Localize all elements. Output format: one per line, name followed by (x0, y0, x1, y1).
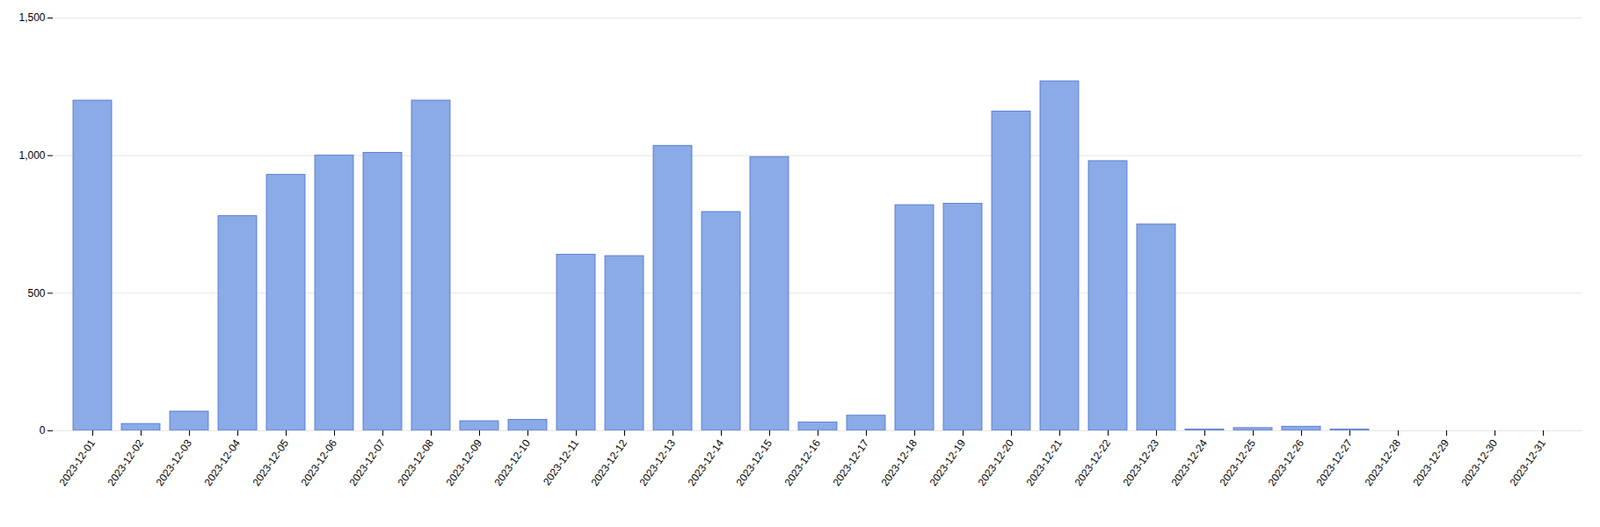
svg-text:2023-12-27: 2023-12-27 (1313, 436, 1355, 489)
svg-text:2023-12-31: 2023-12-31 (1506, 436, 1549, 489)
svg-text:0: 0 (39, 424, 46, 437)
svg-text:2023-12-11: 2023-12-11 (540, 436, 582, 488)
svg-text:2023-12-04: 2023-12-04 (201, 436, 243, 489)
svg-text:2023-12-14: 2023-12-14 (684, 436, 727, 489)
svg-text:2023-12-20: 2023-12-20 (974, 436, 1017, 489)
svg-text:2023-12-16: 2023-12-16 (781, 436, 823, 489)
svg-text:2023-12-09: 2023-12-09 (443, 436, 485, 489)
svg-text:2023-12-17: 2023-12-17 (829, 436, 872, 489)
svg-text:2023-12-28: 2023-12-28 (1361, 436, 1404, 489)
svg-text:2023-12-18: 2023-12-18 (878, 436, 920, 489)
svg-text:2023-12-21: 2023-12-21 (1023, 436, 1065, 489)
svg-text:1,000: 1,000 (18, 149, 45, 162)
svg-text:2023-12-24: 2023-12-24 (1168, 436, 1210, 489)
svg-text:2023-12-25: 2023-12-25 (1216, 436, 1259, 489)
svg-text:2023-12-10: 2023-12-10 (491, 436, 533, 489)
svg-text:2023-12-26: 2023-12-26 (1265, 436, 1307, 489)
svg-text:2023-12-12: 2023-12-12 (588, 436, 630, 489)
svg-text:2023-12-07: 2023-12-07 (346, 436, 388, 489)
svg-text:2023-12-02: 2023-12-02 (104, 436, 146, 489)
svg-text:2023-12-08: 2023-12-08 (394, 436, 437, 489)
svg-text:500: 500 (27, 287, 45, 300)
svg-text:2023-12-01: 2023-12-01 (56, 436, 98, 489)
svg-text:2023-12-06: 2023-12-06 (298, 436, 340, 489)
svg-text:2023-12-30: 2023-12-30 (1458, 436, 1500, 489)
svg-text:2023-12-29: 2023-12-29 (1410, 436, 1452, 489)
svg-text:2023-12-05: 2023-12-05 (249, 436, 291, 489)
svg-text:2023-12-23: 2023-12-23 (1120, 436, 1162, 489)
svg-text:2023-12-19: 2023-12-19 (926, 436, 968, 489)
svg-text:2023-12-22: 2023-12-22 (1071, 436, 1113, 489)
svg-text:1,500: 1,500 (18, 11, 45, 24)
svg-text:2023-12-13: 2023-12-13 (636, 436, 678, 489)
svg-text:2023-12-03: 2023-12-03 (152, 436, 195, 489)
svg-text:2023-12-15: 2023-12-15 (733, 436, 775, 489)
